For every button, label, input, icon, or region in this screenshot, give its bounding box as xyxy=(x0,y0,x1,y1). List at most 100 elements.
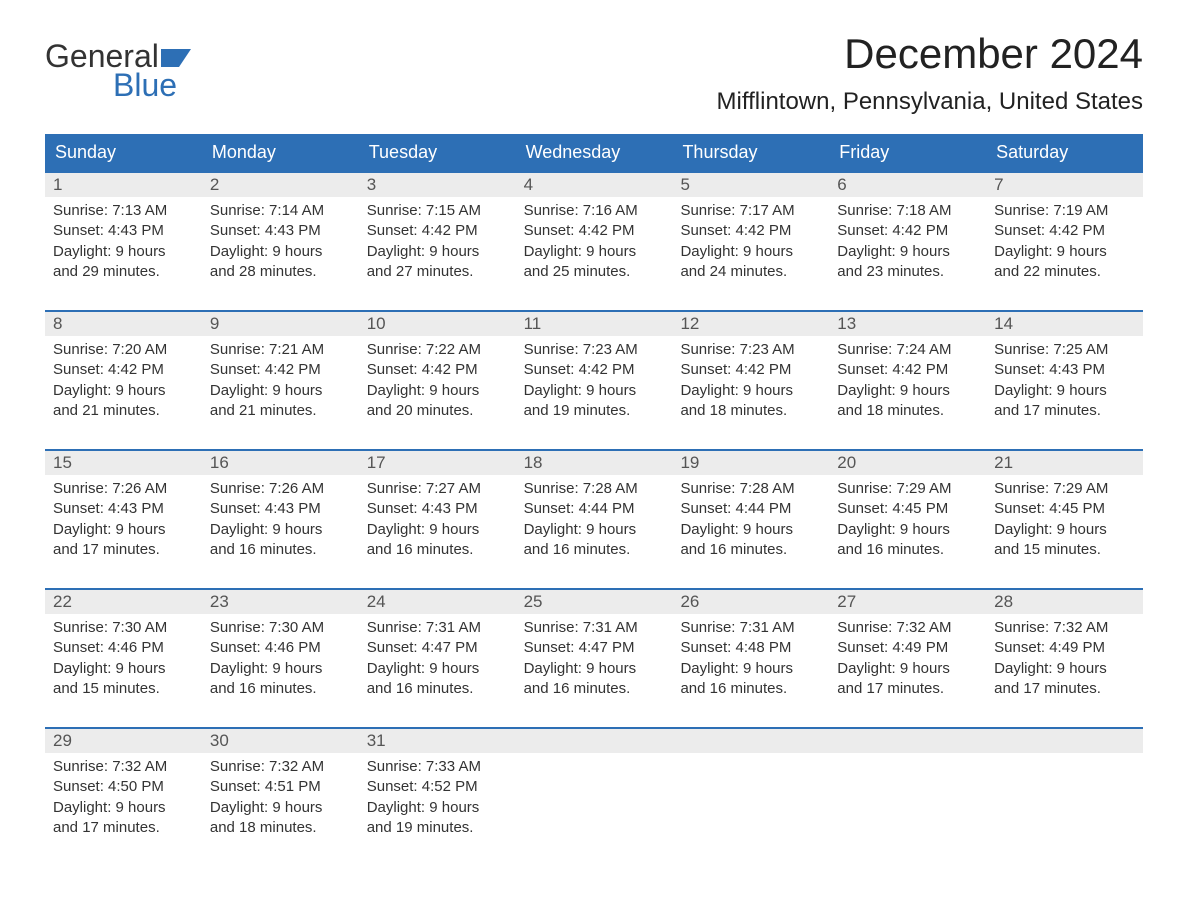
daylight-line-2: and 21 minutes. xyxy=(53,401,194,421)
daylight-line-1: Daylight: 9 hours xyxy=(53,798,194,818)
daylight-line-2: and 17 minutes. xyxy=(53,540,194,560)
daylight-line-2: and 16 minutes. xyxy=(367,540,508,560)
daylight-line-1: Daylight: 9 hours xyxy=(837,520,978,540)
day-number: 13 xyxy=(829,312,986,336)
daylight-line-1: Daylight: 9 hours xyxy=(53,520,194,540)
day-number: 31 xyxy=(359,729,516,753)
daylight-line-1: Daylight: 9 hours xyxy=(524,659,665,679)
daylight-line-2: and 18 minutes. xyxy=(210,818,351,838)
calendar-cell: 21Sunrise: 7:29 AMSunset: 4:45 PMDayligh… xyxy=(986,451,1143,570)
daylight-line-2: and 17 minutes. xyxy=(837,679,978,699)
cell-body: Sunrise: 7:23 AMSunset: 4:42 PMDaylight:… xyxy=(672,336,829,421)
sunset-text: Sunset: 4:45 PM xyxy=(994,499,1135,519)
day-number: 4 xyxy=(516,173,673,197)
calendar-cell: 6Sunrise: 7:18 AMSunset: 4:42 PMDaylight… xyxy=(829,173,986,292)
calendar-cell xyxy=(829,729,986,848)
sunset-text: Sunset: 4:45 PM xyxy=(837,499,978,519)
sunset-text: Sunset: 4:42 PM xyxy=(53,360,194,380)
calendar-cell: 18Sunrise: 7:28 AMSunset: 4:44 PMDayligh… xyxy=(516,451,673,570)
daylight-line-1: Daylight: 9 hours xyxy=(210,798,351,818)
daylight-line-1: Daylight: 9 hours xyxy=(210,242,351,262)
day-number: 20 xyxy=(829,451,986,475)
sunset-text: Sunset: 4:51 PM xyxy=(210,777,351,797)
daylight-line-1: Daylight: 9 hours xyxy=(367,659,508,679)
day-number: 21 xyxy=(986,451,1143,475)
sunrise-text: Sunrise: 7:31 AM xyxy=(367,618,508,638)
day-number xyxy=(986,729,1143,753)
daylight-line-1: Daylight: 9 hours xyxy=(367,520,508,540)
day-number: 10 xyxy=(359,312,516,336)
daylight-line-1: Daylight: 9 hours xyxy=(837,242,978,262)
day-number: 19 xyxy=(672,451,829,475)
cell-body: Sunrise: 7:15 AMSunset: 4:42 PMDaylight:… xyxy=(359,197,516,282)
sunrise-text: Sunrise: 7:28 AM xyxy=(524,479,665,499)
daylight-line-2: and 16 minutes. xyxy=(680,679,821,699)
cell-body: Sunrise: 7:22 AMSunset: 4:42 PMDaylight:… xyxy=(359,336,516,421)
calendar-cell: 17Sunrise: 7:27 AMSunset: 4:43 PMDayligh… xyxy=(359,451,516,570)
day-number: 27 xyxy=(829,590,986,614)
cell-body: Sunrise: 7:14 AMSunset: 4:43 PMDaylight:… xyxy=(202,197,359,282)
calendar-week: 15Sunrise: 7:26 AMSunset: 4:43 PMDayligh… xyxy=(45,449,1143,570)
sunset-text: Sunset: 4:42 PM xyxy=(837,221,978,241)
daylight-line-1: Daylight: 9 hours xyxy=(837,659,978,679)
daylight-line-1: Daylight: 9 hours xyxy=(680,520,821,540)
day-number: 18 xyxy=(516,451,673,475)
cell-body: Sunrise: 7:26 AMSunset: 4:43 PMDaylight:… xyxy=(202,475,359,560)
day-number: 9 xyxy=(202,312,359,336)
cell-body: Sunrise: 7:33 AMSunset: 4:52 PMDaylight:… xyxy=(359,753,516,838)
daylight-line-1: Daylight: 9 hours xyxy=(367,798,508,818)
cell-body: Sunrise: 7:29 AMSunset: 4:45 PMDaylight:… xyxy=(986,475,1143,560)
calendar-cell: 31Sunrise: 7:33 AMSunset: 4:52 PMDayligh… xyxy=(359,729,516,848)
daylight-line-2: and 15 minutes. xyxy=(53,679,194,699)
day-number: 28 xyxy=(986,590,1143,614)
cell-body: Sunrise: 7:27 AMSunset: 4:43 PMDaylight:… xyxy=(359,475,516,560)
calendar-cell: 10Sunrise: 7:22 AMSunset: 4:42 PMDayligh… xyxy=(359,312,516,431)
sunset-text: Sunset: 4:42 PM xyxy=(994,221,1135,241)
daylight-line-2: and 27 minutes. xyxy=(367,262,508,282)
cell-body: Sunrise: 7:31 AMSunset: 4:47 PMDaylight:… xyxy=(359,614,516,699)
day-number xyxy=(516,729,673,753)
calendar-cell: 16Sunrise: 7:26 AMSunset: 4:43 PMDayligh… xyxy=(202,451,359,570)
sunrise-text: Sunrise: 7:18 AM xyxy=(837,201,978,221)
calendar-cell: 8Sunrise: 7:20 AMSunset: 4:42 PMDaylight… xyxy=(45,312,202,431)
sunset-text: Sunset: 4:52 PM xyxy=(367,777,508,797)
day-number: 2 xyxy=(202,173,359,197)
day-number: 15 xyxy=(45,451,202,475)
daylight-line-1: Daylight: 9 hours xyxy=(524,242,665,262)
calendar-cell: 7Sunrise: 7:19 AMSunset: 4:42 PMDaylight… xyxy=(986,173,1143,292)
sunset-text: Sunset: 4:42 PM xyxy=(524,360,665,380)
sunset-text: Sunset: 4:47 PM xyxy=(524,638,665,658)
calendar-cell: 20Sunrise: 7:29 AMSunset: 4:45 PMDayligh… xyxy=(829,451,986,570)
calendar-cell: 9Sunrise: 7:21 AMSunset: 4:42 PMDaylight… xyxy=(202,312,359,431)
calendar-cell: 14Sunrise: 7:25 AMSunset: 4:43 PMDayligh… xyxy=(986,312,1143,431)
calendar-cell: 15Sunrise: 7:26 AMSunset: 4:43 PMDayligh… xyxy=(45,451,202,570)
sunrise-text: Sunrise: 7:29 AM xyxy=(994,479,1135,499)
sunrise-text: Sunrise: 7:32 AM xyxy=(837,618,978,638)
sunset-text: Sunset: 4:43 PM xyxy=(994,360,1135,380)
sunset-text: Sunset: 4:44 PM xyxy=(680,499,821,519)
daylight-line-2: and 24 minutes. xyxy=(680,262,821,282)
calendar-week: 8Sunrise: 7:20 AMSunset: 4:42 PMDaylight… xyxy=(45,310,1143,431)
sunset-text: Sunset: 4:42 PM xyxy=(210,360,351,380)
sunrise-text: Sunrise: 7:33 AM xyxy=(367,757,508,777)
daylight-line-1: Daylight: 9 hours xyxy=(994,242,1135,262)
sunrise-text: Sunrise: 7:17 AM xyxy=(680,201,821,221)
sunrise-text: Sunrise: 7:19 AM xyxy=(994,201,1135,221)
daylight-line-1: Daylight: 9 hours xyxy=(53,242,194,262)
daylight-line-2: and 15 minutes. xyxy=(994,540,1135,560)
sunset-text: Sunset: 4:46 PM xyxy=(210,638,351,658)
cell-body: Sunrise: 7:32 AMSunset: 4:49 PMDaylight:… xyxy=(829,614,986,699)
sunrise-text: Sunrise: 7:30 AM xyxy=(210,618,351,638)
daylight-line-1: Daylight: 9 hours xyxy=(680,659,821,679)
daylight-line-2: and 25 minutes. xyxy=(524,262,665,282)
sunrise-text: Sunrise: 7:16 AM xyxy=(524,201,665,221)
sunset-text: Sunset: 4:42 PM xyxy=(837,360,978,380)
calendar-cell: 24Sunrise: 7:31 AMSunset: 4:47 PMDayligh… xyxy=(359,590,516,709)
day-number: 24 xyxy=(359,590,516,614)
cell-body: Sunrise: 7:23 AMSunset: 4:42 PMDaylight:… xyxy=(516,336,673,421)
daylight-line-1: Daylight: 9 hours xyxy=(994,659,1135,679)
sunset-text: Sunset: 4:46 PM xyxy=(53,638,194,658)
day-number: 26 xyxy=(672,590,829,614)
cell-body: Sunrise: 7:31 AMSunset: 4:48 PMDaylight:… xyxy=(672,614,829,699)
calendar-cell: 1Sunrise: 7:13 AMSunset: 4:43 PMDaylight… xyxy=(45,173,202,292)
